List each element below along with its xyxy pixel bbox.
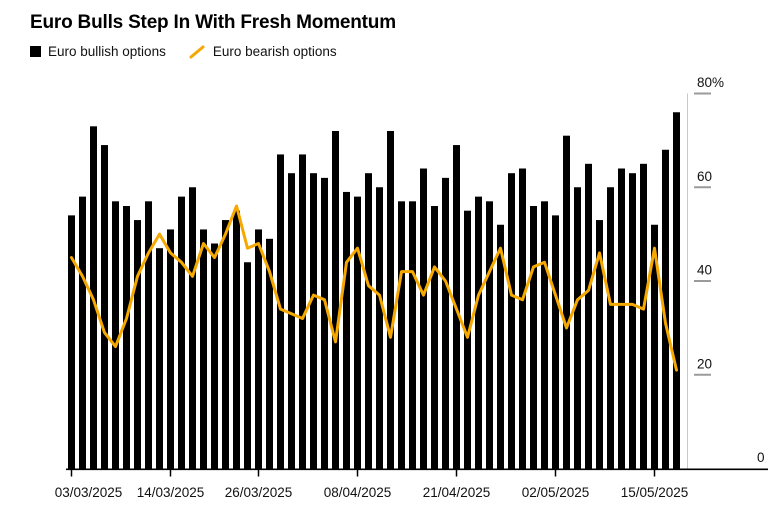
bullish-bar <box>354 196 361 469</box>
bullish-bar <box>233 210 240 469</box>
bullish-bar <box>431 206 438 469</box>
bullish-bar <box>310 173 317 469</box>
y-tick-label: 60 <box>697 169 712 184</box>
bullish-bar <box>299 154 306 469</box>
bullish-bar <box>156 248 163 469</box>
legend-item-bullish: Euro bullish options <box>30 44 166 59</box>
bullish-bar <box>552 215 559 469</box>
bullish-bar <box>79 196 86 469</box>
bullish-square-icon <box>30 46 41 57</box>
x-tick-label: 21/04/2025 <box>423 485 491 500</box>
bullish-bar <box>101 145 108 469</box>
bearish-slash-icon <box>189 45 205 58</box>
y-tick-label: 20 <box>697 356 712 371</box>
x-tick-label: 15/05/2025 <box>621 485 689 500</box>
y-tick-label: 40 <box>697 263 712 278</box>
x-tick-label: 02/05/2025 <box>522 485 590 500</box>
bullish-bar <box>332 131 339 469</box>
bullish-bar <box>288 173 295 469</box>
legend-label-bearish: Euro bearish options <box>212 44 337 59</box>
bullish-bar <box>607 187 614 469</box>
bullish-bar <box>442 177 449 469</box>
bullish-bar <box>563 135 570 469</box>
bullish-bar <box>343 191 350 469</box>
bullish-bar <box>640 163 647 469</box>
bullish-bar <box>145 201 152 469</box>
bullish-bar <box>68 215 75 469</box>
legend-label-bullish: Euro bullish options <box>48 44 166 59</box>
bullish-bar <box>398 201 405 469</box>
bullish-bar <box>365 173 372 469</box>
x-tick-label: 08/04/2025 <box>324 485 392 500</box>
bullish-bar <box>123 206 130 469</box>
bullish-bar <box>167 229 174 469</box>
bullish-bar <box>321 177 328 469</box>
bullish-bar <box>277 154 284 469</box>
bullish-bar <box>420 168 427 469</box>
bullish-bar <box>497 224 504 469</box>
bullish-bar <box>618 168 625 469</box>
bullish-bar <box>211 243 218 469</box>
bullish-bar <box>266 238 273 469</box>
y-tick-label: 0 <box>757 450 765 465</box>
y-tick-label: 80% <box>697 75 724 90</box>
bullish-bar <box>673 112 680 469</box>
bullish-bar <box>530 206 537 469</box>
bullish-bar <box>519 168 526 469</box>
bullish-bar <box>178 196 185 469</box>
bullish-bar <box>508 173 515 469</box>
bullish-bar <box>596 220 603 469</box>
bearish-line <box>70 204 678 372</box>
bullish-bar <box>244 262 251 469</box>
bullish-bar <box>134 220 141 469</box>
chart-title: Euro Bulls Step In With Fresh Momentum <box>30 12 396 33</box>
bullish-bar <box>387 131 394 469</box>
bullish-bar <box>376 187 383 469</box>
bullish-bar <box>200 229 207 469</box>
x-tick-label: 14/03/2025 <box>137 485 205 500</box>
bullish-bar <box>475 196 482 469</box>
bullish-bar <box>464 210 471 469</box>
x-tick-label: 03/03/2025 <box>55 485 123 500</box>
bullish-bar <box>574 187 581 469</box>
bullish-bar <box>585 163 592 469</box>
bullish-bar <box>651 224 658 469</box>
bullish-bar <box>629 173 636 469</box>
bullish-bar <box>189 187 196 469</box>
bullish-bar <box>662 149 669 469</box>
bullish-bar <box>486 201 493 469</box>
bullish-bar <box>255 229 262 469</box>
bullish-bar <box>222 220 229 469</box>
bullish-bar <box>112 201 119 469</box>
legend: Euro bullish options Euro bearish option… <box>30 44 337 59</box>
bullish-bar <box>409 201 416 469</box>
bullish-bar <box>541 201 548 469</box>
x-tick-label: 26/03/2025 <box>225 485 293 500</box>
legend-item-bearish: Euro bearish options <box>188 44 337 59</box>
